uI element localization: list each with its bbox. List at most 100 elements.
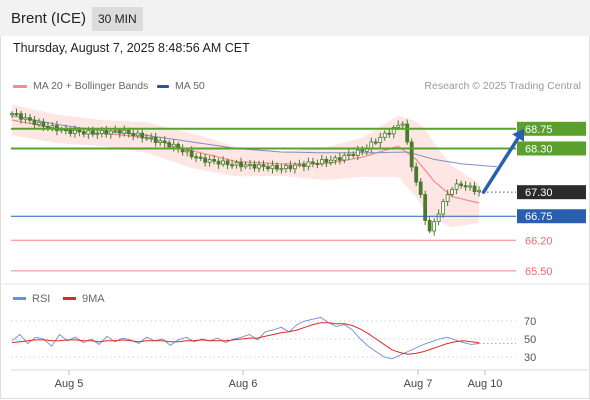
timestamp: Thursday, August 7, 2025 8:48:56 AM CET: [13, 41, 250, 55]
legend-ma20: MA 20 + Bollinger Bands: [13, 80, 148, 92]
resistance-tag: [517, 141, 586, 156]
candle-body: [409, 141, 414, 168]
candle-body: [68, 129, 73, 134]
candle-body: [346, 154, 351, 157]
candle-body: [324, 158, 329, 163]
candle-body: [23, 117, 28, 120]
candle-body: [239, 162, 243, 168]
candle-body: [445, 194, 450, 202]
candlesticks: [10, 108, 481, 236]
x-tick-label: Aug 7: [404, 378, 433, 390]
ma50-label: MA 50: [175, 80, 205, 92]
candle-body: [400, 123, 405, 126]
resistance-tag: [517, 121, 586, 136]
candle-body: [459, 183, 463, 187]
candle-body: [463, 185, 468, 188]
candle-body: [427, 219, 432, 232]
candle-body: [131, 133, 136, 137]
candle-body: [315, 162, 320, 165]
candle-body: [275, 164, 279, 170]
candle-body: [189, 150, 194, 158]
candle-body: [135, 132, 140, 137]
candle-body: [266, 166, 270, 170]
candle-body: [337, 157, 342, 161]
candle-body: [302, 163, 306, 168]
candle-body: [140, 132, 145, 139]
candle-body: [77, 129, 82, 133]
candle-body: [99, 130, 104, 134]
x-tick-label: Aug 10: [468, 378, 503, 390]
instrument-title: Brent (ICE): [11, 10, 87, 27]
candle-body: [19, 113, 23, 120]
candle-body: [293, 164, 297, 170]
candle-body: [28, 117, 32, 121]
candle-body: [477, 189, 481, 193]
candle-body: [248, 163, 252, 166]
rsi-tick-label: 70: [524, 316, 536, 328]
candle-body: [436, 213, 441, 223]
candle-body: [234, 162, 239, 166]
forecast-arrow-head: [512, 128, 524, 142]
candle-body: [225, 160, 230, 166]
legend-ma50: MA 50: [157, 80, 205, 92]
x-axis: Aug 5 Aug 6 Aug 7 Aug 10: [11, 369, 588, 390]
candle-body: [153, 136, 158, 143]
candle-body: [355, 149, 360, 156]
ma20-label: MA 20 + Bollinger Bands: [33, 80, 149, 92]
candle-body: [46, 125, 50, 128]
candle-body: [90, 130, 95, 135]
ma20-swatch: [13, 84, 27, 88]
candle-body: [297, 163, 302, 166]
candle-body: [41, 121, 46, 127]
forecast-arrow: [481, 128, 524, 194]
candle-body: [468, 185, 472, 188]
candle-body: [405, 123, 410, 143]
candle-body: [396, 124, 401, 128]
candle-body: [216, 160, 221, 165]
candle-body: [472, 185, 477, 193]
candle-body: [257, 164, 261, 169]
candle-body: [382, 132, 387, 138]
candle-body: [207, 159, 212, 163]
rsi-line: [11, 316, 480, 360]
candle-body: [270, 164, 275, 170]
candle-body: [221, 160, 225, 165]
candle-body: [360, 149, 365, 152]
candle-body: [10, 113, 14, 116]
candle-body: [95, 133, 100, 136]
candle-body: [37, 121, 41, 125]
header-bar: Brent (ICE) 30 MIN: [0, 0, 590, 36]
candle-body: [319, 158, 324, 165]
candle-body: [81, 131, 86, 135]
timeframe-button[interactable]: 30 MIN: [92, 7, 143, 31]
candle-body: [252, 163, 257, 169]
candle-body: [450, 188, 455, 195]
ma9-swatch: [63, 297, 76, 300]
candle-body: [373, 141, 378, 144]
candle-body: [14, 113, 19, 116]
candle-body: [306, 161, 311, 168]
candle-body: [72, 129, 77, 134]
candle-body: [86, 130, 91, 135]
last-price-tag: [517, 185, 586, 200]
candle-body: [454, 183, 459, 190]
candle-body: [243, 164, 248, 168]
candle-body: [414, 166, 419, 183]
candle-body: [104, 130, 109, 135]
candle-body: [279, 168, 284, 171]
resistance-label: 68.75: [525, 124, 553, 136]
rsi-ma-line: [11, 322, 480, 355]
candle-body: [391, 126, 396, 135]
forecast-arrow-shaft: [481, 136, 520, 194]
candle-body: [194, 156, 199, 159]
candle-body: [261, 164, 266, 168]
candle-body: [108, 130, 113, 135]
candle-body: [387, 132, 392, 135]
candle-body: [167, 142, 172, 148]
rsi-legend: RSI 9MA: [13, 293, 105, 305]
candle-body: [50, 125, 55, 128]
candle-body: [162, 140, 167, 144]
support-label: 66.20: [525, 235, 553, 247]
candle-body: [212, 159, 216, 162]
